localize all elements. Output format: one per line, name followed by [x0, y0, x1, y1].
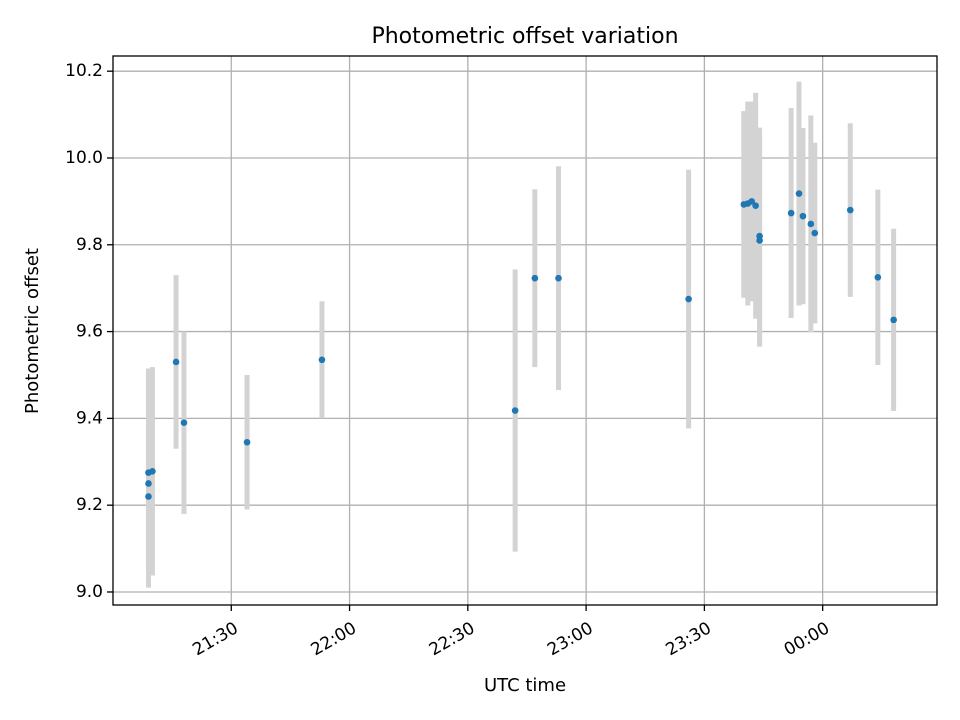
data-point — [890, 316, 897, 324]
x-axis-label: UTC time — [484, 675, 566, 696]
data-point — [180, 419, 188, 427]
y-tick-label: 9.4 — [76, 408, 103, 428]
y-tick-label: 10.0 — [65, 148, 103, 168]
data-point — [149, 468, 156, 475]
data-point — [685, 295, 692, 303]
data-point — [846, 206, 854, 214]
data-point — [145, 480, 152, 487]
data-point — [756, 237, 763, 244]
y-tick-label: 10.2 — [65, 61, 103, 81]
y-axis-label: Photometric offset — [22, 248, 43, 414]
data-point — [799, 212, 807, 220]
data-point — [795, 190, 803, 197]
data-point — [752, 202, 759, 210]
data-point — [531, 274, 539, 282]
y-axis-ticks: 9.0 9.2 9.4 9.6 9.8 10.0 10.2 — [65, 61, 113, 602]
data-point — [811, 229, 819, 237]
data-point — [318, 356, 326, 364]
y-tick-label: 9.2 — [76, 495, 103, 515]
data-point — [145, 493, 152, 500]
y-tick-label: 9.0 — [76, 582, 103, 602]
data-points — [145, 190, 897, 500]
data-point — [874, 274, 882, 281]
plot-area — [113, 56, 937, 605]
y-tick-label: 9.8 — [76, 235, 103, 255]
data-point — [172, 358, 180, 366]
chart-title: Photometric offset variation — [371, 24, 678, 49]
y-tick-label: 9.6 — [76, 322, 103, 342]
data-point — [748, 198, 755, 205]
data-point — [511, 407, 519, 414]
data-point — [787, 209, 795, 217]
plot-frame — [112, 55, 938, 606]
data-point — [807, 220, 815, 228]
data-point — [555, 274, 562, 282]
data-point — [243, 438, 251, 446]
